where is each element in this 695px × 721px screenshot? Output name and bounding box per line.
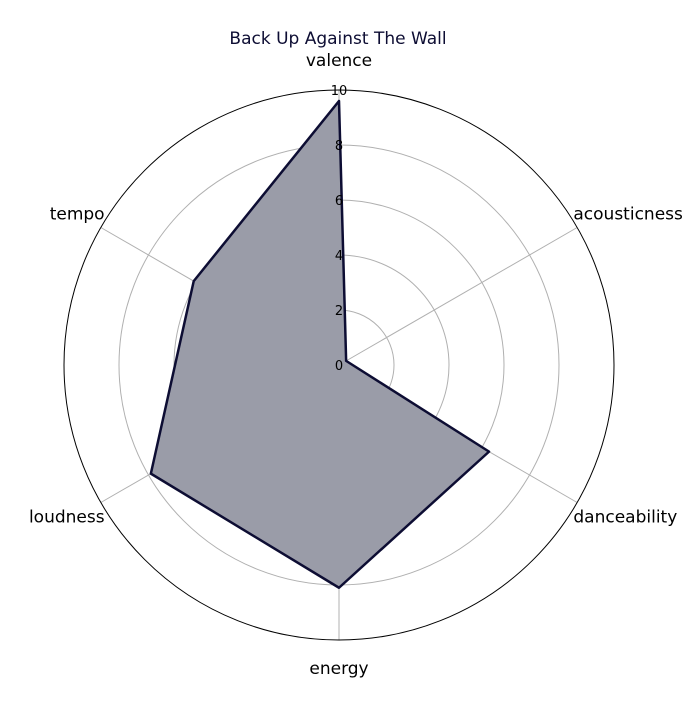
axis-label-tempo: tempo	[50, 205, 105, 225]
axis-label-danceability: danceability	[573, 508, 677, 528]
data-polygon	[149, 99, 491, 589]
tick-label-2: 2	[335, 304, 343, 319]
axis-label-acousticness: acousticness	[573, 205, 683, 225]
axis-label-energy: energy	[309, 659, 368, 679]
chart-title: Back Up Against The Wall	[229, 29, 446, 49]
tick-label-8: 8	[335, 139, 343, 154]
outer-ring	[63, 89, 615, 641]
tick-label-0: 0	[335, 359, 343, 374]
axis-label-loudness: loudness	[29, 508, 105, 528]
axis-labels: valence acousticness danceability energy lou…	[29, 51, 683, 679]
tick-label-6: 6	[335, 194, 343, 209]
radial-ticks: 0 2 4 6 8 10	[331, 84, 348, 374]
tick-label-4: 4	[335, 249, 343, 264]
axis-label-valence: valence	[306, 51, 372, 71]
spoke-acousticness	[338, 227, 578, 366]
radar-data	[149, 99, 491, 589]
tick-label-10: 10	[331, 84, 348, 99]
